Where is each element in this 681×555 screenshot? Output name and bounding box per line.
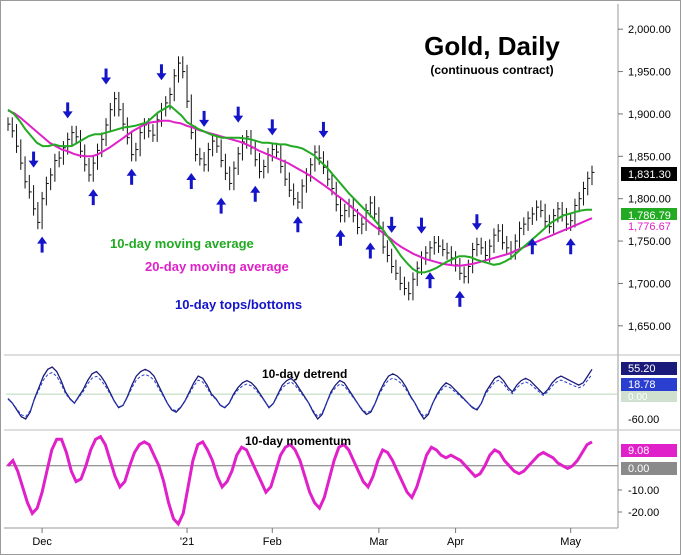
top-arrow (199, 110, 210, 127)
detrend-zero-badge (621, 391, 677, 402)
chart-title: Gold, Daily (424, 31, 560, 61)
bottom-arrow (335, 229, 346, 246)
time-tick-label: May (560, 536, 581, 548)
price-axis-strip (618, 1, 680, 528)
detrend-secondary-label: 18.78 (628, 379, 656, 391)
detrend-value-label: 55.20 (628, 363, 656, 375)
detrend-panel-label: 10-day detrend (262, 367, 347, 381)
price-tick-label: 1,850.00 (628, 151, 671, 163)
sma10-label: 1,786.79 (628, 210, 671, 222)
moving-average-lines (7, 104, 593, 274)
momentum-tick-label-1: -10.00 (628, 485, 659, 497)
last-price-label: 1,831.30 (628, 169, 671, 181)
sma20-line (7, 109, 593, 267)
momentum-value-badge (621, 444, 677, 457)
bottom-arrow (37, 236, 48, 253)
bottom-arrow (365, 242, 376, 259)
chart-subtitle: (continuous contract) (430, 63, 553, 77)
price-tick-label: 2,000.00 (628, 24, 671, 36)
turning-point-arrows (28, 64, 576, 307)
bottom-arrow (250, 185, 261, 202)
bottom-arrow (292, 216, 303, 233)
detrend-signal-line (7, 371, 593, 418)
momentum-zero-badge (621, 462, 677, 475)
detrend-secondary-badge (621, 378, 677, 391)
time-tick-label: Apr (447, 536, 464, 548)
top-arrow (471, 214, 482, 231)
top-arrow (416, 217, 427, 234)
last-price-badge (621, 167, 677, 181)
price-tick-label: 1,700.00 (628, 278, 671, 290)
top-arrow (101, 68, 112, 85)
bottom-arrow (126, 168, 137, 185)
time-tick-label: Feb (263, 536, 282, 548)
detrend-zero-label: 0.00 (628, 392, 648, 403)
momentum-tick-label-2: -20.00 (628, 507, 659, 519)
price-tick-label: 1,950.00 (628, 67, 671, 79)
legend-sma20: 20-day moving average (145, 259, 289, 274)
bottom-arrow (425, 272, 436, 289)
top-arrow (233, 106, 244, 123)
top-arrow (28, 151, 39, 168)
time-tick-label: Mar (369, 536, 388, 548)
top-arrow (318, 121, 329, 138)
price-axis-ticks: 1,650.00 1,700.00 1,750.00 1,800.00 1,850.00… (618, 24, 671, 333)
top-arrow (267, 119, 278, 136)
legend-tops-bottoms: 10-day tops/bottoms (175, 297, 302, 312)
bottom-arrow (88, 189, 99, 206)
sma20-badge (621, 220, 677, 232)
time-axis-ticks: Dec '21 Feb Mar Apr May (32, 528, 582, 548)
momentum-line (6, 434, 593, 527)
price-tick-label: 1,750.00 (628, 236, 671, 248)
detrend-line (7, 366, 593, 421)
top-arrow (62, 102, 73, 119)
price-tick-label: 1,900.00 (628, 109, 671, 121)
detrend-tick-label: -60.00 (628, 414, 659, 426)
top-arrow (156, 64, 167, 81)
momentum-value-label: 9.08 (628, 445, 649, 457)
top-arrow (386, 216, 397, 233)
time-tick-label: '21 (180, 536, 194, 548)
momentum-panel-label: 10-day momentum (245, 434, 351, 448)
time-tick-label: Dec (32, 536, 52, 548)
bottom-arrow (454, 290, 465, 307)
bottom-arrow (216, 197, 227, 214)
sma10-badge (621, 208, 677, 222)
price-tick-label: 1,650.00 (628, 321, 671, 333)
sma10-line (7, 104, 592, 274)
price-tick-label: 1,800.00 (628, 194, 671, 206)
momentum-zero-label: 0.00 (628, 463, 649, 475)
detrend-panel (6, 366, 618, 421)
momentum-panel (6, 434, 618, 527)
detrend-value-badge (621, 362, 677, 375)
bottom-arrow (186, 173, 197, 190)
legend-sma10: 10-day moving average (110, 236, 254, 251)
sma20-label: 1,776.67 (628, 221, 671, 233)
bottom-arrow (565, 238, 576, 255)
bottom-arrow (527, 238, 538, 255)
